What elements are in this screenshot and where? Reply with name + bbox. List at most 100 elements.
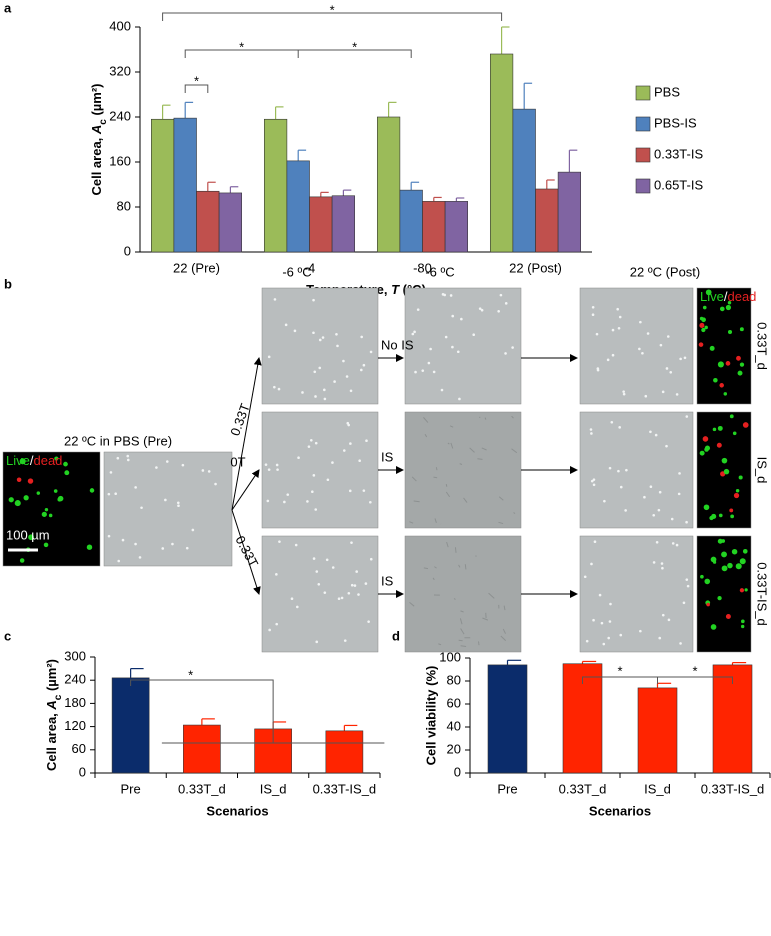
live: Live bbox=[700, 289, 724, 304]
y-tick-label: 180 bbox=[64, 695, 86, 710]
cell bbox=[739, 327, 744, 332]
bar bbox=[111, 677, 150, 774]
cell bbox=[721, 565, 728, 572]
cell bbox=[293, 329, 297, 333]
ice-texture bbox=[469, 447, 475, 453]
cell bbox=[323, 397, 327, 401]
cell bbox=[717, 361, 724, 368]
cell bbox=[177, 504, 180, 508]
cell bbox=[460, 317, 463, 321]
x-tick-label: Pre bbox=[497, 781, 517, 796]
cell bbox=[598, 593, 602, 597]
cell bbox=[369, 500, 372, 504]
cell bbox=[155, 466, 158, 469]
cell bbox=[413, 330, 416, 334]
y-tick-label: 40 bbox=[447, 718, 461, 733]
cell bbox=[451, 345, 454, 349]
cell bbox=[706, 602, 710, 607]
cell bbox=[19, 458, 26, 465]
cell bbox=[421, 369, 425, 372]
cell bbox=[607, 636, 610, 640]
cell bbox=[312, 557, 316, 560]
y-tick-label: 240 bbox=[109, 108, 131, 123]
cell bbox=[737, 370, 743, 376]
cell bbox=[710, 556, 717, 563]
cell bbox=[268, 628, 271, 632]
bar bbox=[637, 687, 678, 774]
sig-star: * bbox=[352, 39, 357, 54]
cell bbox=[735, 489, 740, 493]
cell bbox=[725, 361, 731, 366]
cell bbox=[325, 558, 329, 562]
legend-label: 0.65T-IS bbox=[654, 177, 703, 192]
micrograph bbox=[579, 535, 694, 653]
y-tick-label: 100 bbox=[439, 649, 461, 664]
cell bbox=[649, 430, 652, 434]
cell bbox=[357, 593, 360, 596]
cell bbox=[701, 317, 706, 323]
cell bbox=[590, 432, 593, 435]
sig-star: * bbox=[194, 73, 199, 88]
cell bbox=[677, 492, 681, 496]
cell bbox=[609, 602, 612, 606]
arrow bbox=[231, 357, 262, 511]
cell bbox=[593, 540, 597, 544]
sig-star: * bbox=[239, 39, 244, 54]
cell bbox=[444, 335, 448, 339]
cell bbox=[14, 500, 21, 507]
cell bbox=[44, 507, 49, 512]
cell bbox=[618, 315, 622, 319]
bar bbox=[173, 117, 197, 253]
bar bbox=[151, 118, 175, 253]
ice-texture bbox=[453, 598, 456, 600]
ice-texture bbox=[463, 497, 468, 503]
cell bbox=[718, 513, 723, 518]
cell bbox=[275, 463, 279, 467]
treatment-label: IS bbox=[381, 573, 394, 588]
dead: dead bbox=[33, 453, 62, 468]
sep: / bbox=[724, 289, 728, 304]
cell bbox=[591, 305, 595, 309]
cell bbox=[729, 508, 734, 513]
y-tick-label: 300 bbox=[64, 648, 86, 663]
cell bbox=[611, 328, 615, 332]
cell bbox=[275, 573, 278, 576]
ice-texture bbox=[511, 448, 518, 454]
cell bbox=[679, 357, 682, 361]
cell bbox=[64, 470, 70, 476]
cell bbox=[347, 591, 351, 595]
cell bbox=[657, 508, 661, 512]
micrograph bbox=[2, 451, 101, 567]
cell bbox=[86, 544, 93, 550]
cell bbox=[427, 361, 431, 365]
cell bbox=[414, 370, 417, 374]
ice-texture bbox=[413, 500, 420, 503]
cell bbox=[619, 633, 623, 637]
cell bbox=[314, 441, 318, 445]
cell bbox=[716, 442, 722, 448]
cell bbox=[654, 433, 658, 437]
stain-label: Live/dead bbox=[6, 453, 62, 468]
cell bbox=[652, 513, 656, 517]
ice-texture bbox=[449, 425, 454, 428]
cell bbox=[165, 460, 169, 463]
cell bbox=[703, 504, 710, 511]
cell bbox=[364, 582, 368, 585]
cell bbox=[348, 489, 352, 493]
micrograph bbox=[579, 411, 694, 529]
branch-label: 0.33T bbox=[227, 401, 252, 437]
sig-star: * bbox=[692, 663, 697, 678]
cell bbox=[591, 313, 595, 317]
cell bbox=[622, 390, 625, 393]
cell bbox=[36, 491, 41, 495]
row-label: 0.33T_d bbox=[755, 322, 770, 370]
ice-texture bbox=[458, 564, 461, 568]
cell bbox=[191, 528, 195, 532]
ice-texture bbox=[434, 566, 437, 569]
cell bbox=[27, 478, 34, 484]
ice-texture bbox=[411, 476, 417, 482]
cell bbox=[725, 304, 732, 311]
micrograph bbox=[579, 287, 694, 405]
cell bbox=[284, 323, 288, 327]
cell bbox=[353, 584, 357, 587]
